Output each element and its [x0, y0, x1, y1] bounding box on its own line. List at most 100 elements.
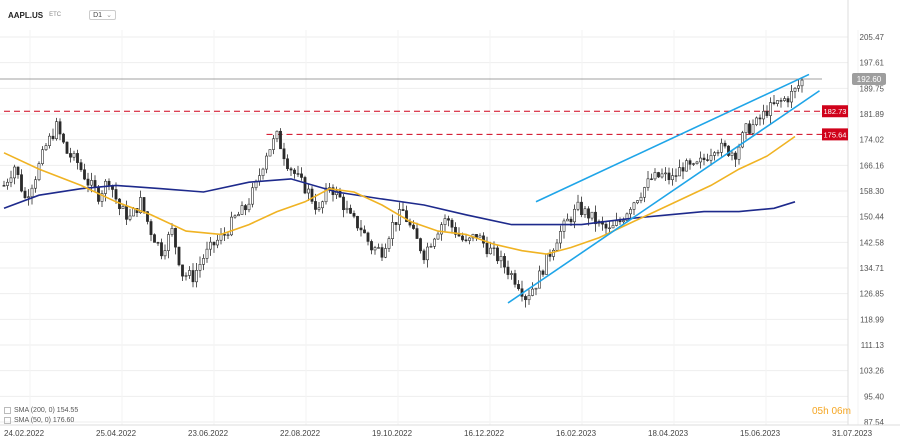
- legend-toggle-icon[interactable]: [4, 416, 11, 424]
- candle-body: [440, 224, 443, 235]
- candle-body: [69, 153, 72, 158]
- x-tick-label: 22.08.2022: [280, 429, 321, 438]
- candle-body: [296, 173, 300, 175]
- candle-body: [548, 253, 552, 257]
- candle-body: [688, 160, 692, 165]
- candle-body: [478, 235, 482, 238]
- x-tick-label: 15.06.2023: [740, 429, 781, 438]
- timeframe-selector[interactable]: D1 ⌄: [89, 10, 116, 20]
- candle-body: [216, 239, 219, 246]
- candle-body: [293, 169, 296, 174]
- x-tick-label: 23.06.2022: [188, 429, 229, 438]
- candle-body: [20, 174, 23, 192]
- candle-body: [401, 209, 405, 211]
- candle-body: [650, 178, 653, 180]
- candle-body: [13, 166, 16, 179]
- candle-body: [562, 220, 566, 232]
- candle-body: [86, 178, 90, 186]
- candle-body: [233, 215, 237, 218]
- candle-body: [149, 221, 153, 235]
- candle-body: [513, 273, 517, 285]
- current-price-tag: [852, 73, 886, 86]
- horizontal-levels: [0, 78, 822, 135]
- candle-body: [608, 227, 611, 229]
- candle-body: [181, 264, 184, 277]
- candle-body: [160, 242, 163, 257]
- candle-body: [398, 209, 401, 225]
- legend-label: SMA (200, 0) 154.55: [14, 406, 79, 414]
- candle-body: [503, 256, 506, 268]
- candle-body: [37, 163, 41, 181]
- candle-body: [202, 258, 205, 265]
- candle-body: [265, 155, 268, 170]
- candle-body: [587, 208, 590, 219]
- candle-body: [531, 288, 534, 296]
- x-tick-label: 16.02.2023: [556, 429, 597, 438]
- candle-body: [450, 219, 454, 228]
- candle-body: [664, 172, 667, 175]
- candle-body: [426, 246, 429, 261]
- y-tick-label: 118.99: [860, 315, 884, 324]
- candle-body: [247, 203, 251, 211]
- y-tick-label: 87.54: [864, 418, 885, 427]
- candle-body: [692, 163, 695, 165]
- candle-body: [9, 177, 13, 183]
- candle-body: [667, 172, 671, 181]
- candle-body: [76, 153, 79, 163]
- candle-body: [314, 201, 317, 210]
- candle-body: [741, 132, 744, 148]
- candle-body: [104, 180, 107, 194]
- level-tag: [822, 105, 848, 118]
- x-tick-label: 31.07.2023: [832, 429, 873, 438]
- candle-body: [2, 185, 6, 187]
- candle-body: [307, 188, 310, 194]
- candle-body: [419, 238, 422, 252]
- candle-body: [517, 284, 520, 290]
- candle-body: [762, 110, 765, 120]
- candle-body: [359, 227, 363, 231]
- candle-body: [188, 270, 191, 276]
- chevron-down-icon: ⌄: [106, 12, 112, 19]
- channel-line-lower: [507, 90, 820, 304]
- candle-body: [755, 117, 758, 125]
- candle-body: [671, 175, 674, 181]
- y-tick-label: 197.61: [860, 59, 885, 68]
- legend-item-sma50[interactable]: SMA (50, 0) 176.60: [4, 415, 78, 425]
- candle-body: [373, 247, 377, 251]
- y-axis: 205.47 197.61 189.75 181.89 174.02 166.16 158.…: [847, 0, 885, 427]
- candle-body: [594, 211, 597, 225]
- level-tag: [822, 128, 848, 141]
- candle-body: [629, 209, 632, 215]
- candle-body: [436, 233, 440, 240]
- candle-body: [212, 241, 216, 246]
- candle-body: [258, 175, 261, 182]
- candle-body: [289, 168, 293, 171]
- candle-body: [384, 248, 387, 258]
- candle-body: [251, 187, 254, 205]
- candle-body: [177, 246, 181, 266]
- y-tick-label: 174.02: [860, 136, 885, 145]
- candle-body: [678, 167, 681, 177]
- candle-body: [370, 241, 373, 251]
- legend-toggle-icon[interactable]: [4, 406, 11, 414]
- candle-body: [244, 205, 247, 211]
- candle-body: [447, 218, 450, 221]
- candle-body: [415, 228, 419, 239]
- candle-body: [706, 159, 709, 161]
- legend-item-sma200[interactable]: SMA (200, 0) 154.55: [4, 405, 78, 415]
- candle-body: [468, 237, 471, 241]
- x-tick-label: 25.04.2022: [96, 429, 137, 438]
- candle-body: [128, 215, 132, 220]
- candle-body: [41, 149, 44, 164]
- candle-body: [674, 175, 678, 177]
- candle-body: [800, 79, 804, 87]
- candle-body: [713, 152, 716, 156]
- candle-body: [349, 207, 352, 214]
- candle-body: [51, 135, 55, 139]
- candle-body: [405, 210, 408, 222]
- candle-body: [646, 178, 650, 188]
- candle-body: [310, 188, 314, 202]
- candle-body: [443, 218, 447, 225]
- symbol-label[interactable]: AAPL.US: [8, 10, 44, 20]
